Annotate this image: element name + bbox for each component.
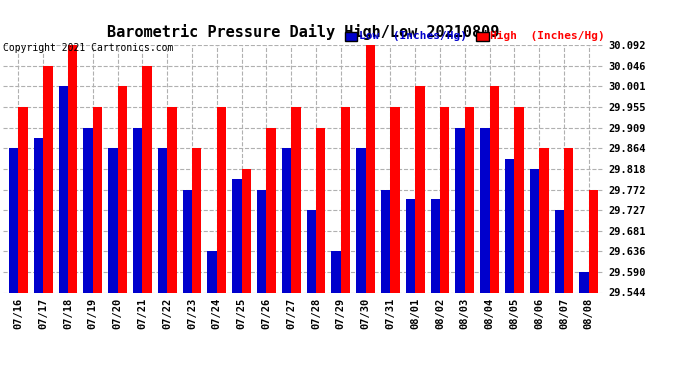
Bar (291, 107, 301, 292)
Bar (316, 128, 326, 292)
Bar (331, 251, 341, 292)
Bar (232, 179, 241, 292)
Bar (465, 107, 474, 292)
Text: Low  (Inches/Hg): Low (Inches/Hg) (359, 32, 467, 41)
Bar (241, 169, 251, 292)
Bar (555, 210, 564, 292)
Bar (282, 148, 291, 292)
Bar (480, 128, 490, 292)
Bar (540, 148, 549, 292)
Bar (341, 107, 351, 292)
Bar (381, 189, 391, 292)
Bar (68, 45, 77, 292)
Bar (580, 272, 589, 292)
Bar (406, 200, 415, 292)
Bar (133, 128, 142, 292)
Bar (306, 210, 316, 292)
Bar (391, 107, 400, 292)
Bar (59, 86, 68, 292)
Text: Copyright 2021 Cartronics.com: Copyright 2021 Cartronics.com (3, 43, 174, 52)
Bar (455, 128, 465, 292)
Bar (217, 107, 226, 292)
Bar (192, 148, 201, 292)
Bar (183, 189, 192, 292)
Text: High  (Inches/Hg): High (Inches/Hg) (490, 32, 604, 41)
Bar (266, 128, 276, 292)
Bar (530, 169, 540, 292)
Bar (158, 148, 167, 292)
Bar (564, 148, 573, 292)
Bar (415, 86, 424, 292)
Title: Barometric Pressure Daily High/Low 20210809: Barometric Pressure Daily High/Low 20210… (108, 24, 500, 40)
Bar (515, 107, 524, 292)
Bar (208, 251, 217, 292)
Bar (19, 107, 28, 292)
Bar (43, 66, 52, 292)
Bar (589, 189, 598, 292)
Bar (108, 148, 117, 292)
Bar (366, 45, 375, 292)
Bar (440, 107, 449, 292)
Bar (257, 189, 266, 292)
Bar (83, 128, 92, 292)
Bar (490, 86, 499, 292)
Bar (167, 107, 177, 292)
Bar (356, 148, 366, 292)
Bar (117, 86, 127, 292)
Bar (92, 107, 102, 292)
Bar (142, 66, 152, 292)
Bar (9, 148, 19, 292)
Bar (505, 159, 515, 292)
Bar (34, 138, 43, 292)
Bar (431, 200, 440, 292)
